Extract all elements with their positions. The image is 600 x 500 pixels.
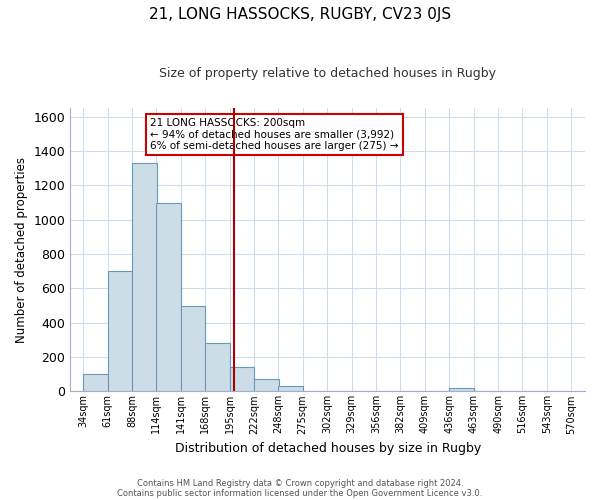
Bar: [132, 163, 157, 392]
Bar: [181, 306, 205, 392]
Text: Contains HM Land Registry data © Crown copyright and database right 2024.: Contains HM Land Registry data © Crown c…: [137, 478, 463, 488]
Y-axis label: Number of detached properties: Number of detached properties: [15, 156, 28, 342]
Bar: [278, 386, 302, 392]
Text: 21, LONG HASSOCKS, RUGBY, CV23 0JS: 21, LONG HASSOCKS, RUGBY, CV23 0JS: [149, 8, 451, 22]
Bar: [230, 368, 254, 392]
X-axis label: Distribution of detached houses by size in Rugby: Distribution of detached houses by size …: [175, 442, 481, 455]
Text: 21 LONG HASSOCKS: 200sqm
← 94% of detached houses are smaller (3,992)
6% of semi: 21 LONG HASSOCKS: 200sqm ← 94% of detach…: [150, 118, 398, 151]
Bar: [107, 271, 132, 392]
Text: Contains public sector information licensed under the Open Government Licence v3: Contains public sector information licen…: [118, 488, 482, 498]
Bar: [254, 378, 279, 392]
Title: Size of property relative to detached houses in Rugby: Size of property relative to detached ho…: [159, 68, 496, 80]
Bar: [449, 388, 474, 392]
Bar: [205, 344, 230, 392]
Bar: [83, 374, 107, 392]
Bar: [156, 202, 181, 392]
